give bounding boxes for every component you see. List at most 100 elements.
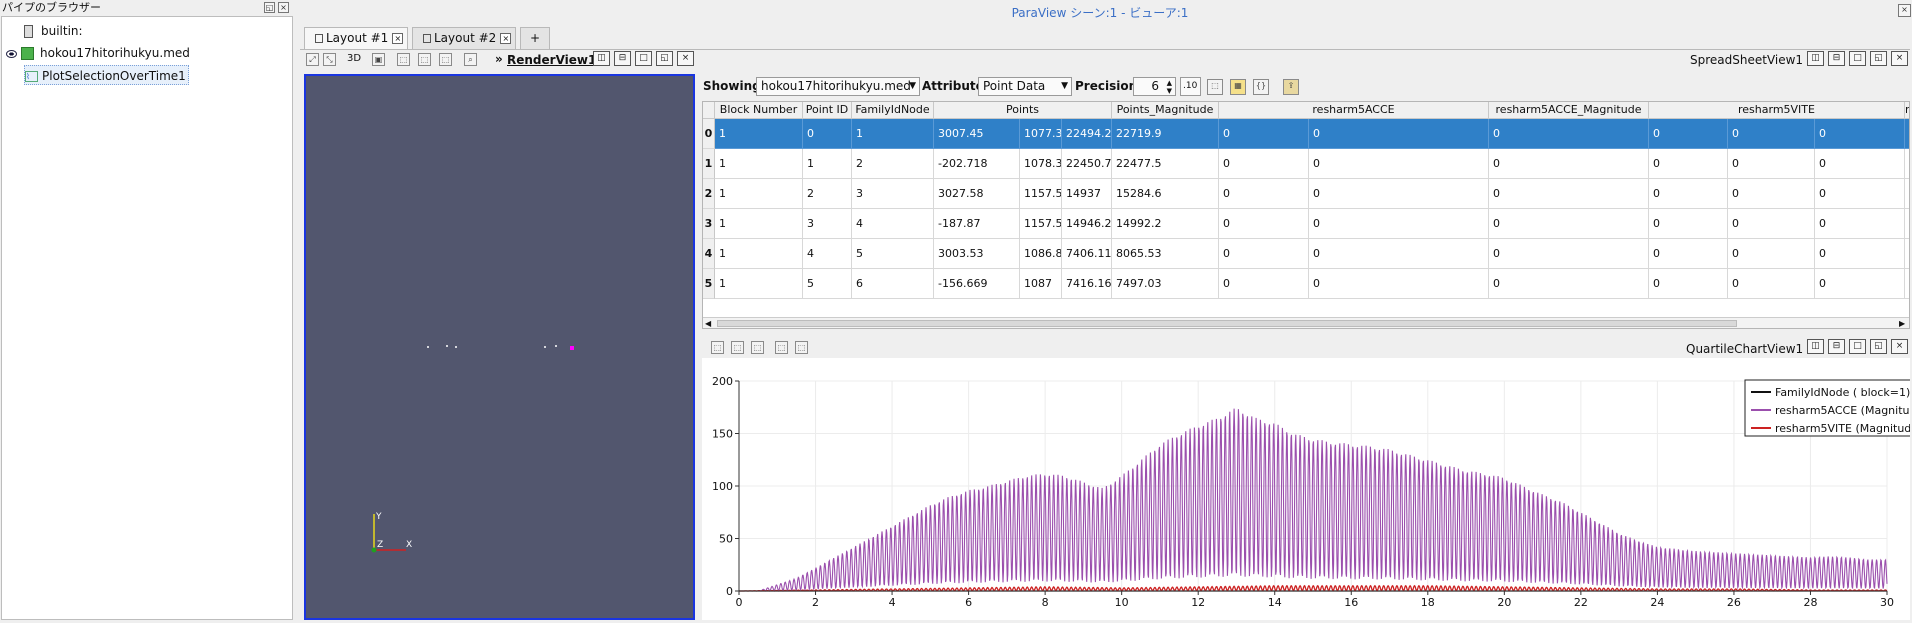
table-cell[interactable]: 0 — [1489, 179, 1649, 209]
close-view-button[interactable]: × — [1891, 339, 1908, 354]
table-cell[interactable]: 1077.39 — [1020, 119, 1062, 149]
table-cell[interactable]: 0 — [1309, 239, 1489, 269]
table-cell[interactable]: 2 — [852, 149, 934, 179]
tab-layout-2[interactable]: Layout #2 × — [412, 27, 516, 49]
window-close-icon[interactable]: × — [1898, 4, 1911, 17]
table-cell[interactable]: 3 — [803, 209, 852, 239]
column-header[interactable]: resharm5VITE — [1649, 102, 1905, 119]
table-cell[interactable]: 0 — [1649, 239, 1728, 269]
table-cell[interactable]: 1157.58 — [1020, 179, 1062, 209]
split-vertical-button[interactable]: ⊟ — [614, 51, 631, 66]
table-cell[interactable]: 3027.58 — [934, 179, 1020, 209]
table-cell[interactable]: 0 — [1219, 239, 1309, 269]
table-cell[interactable]: 3007.45 — [934, 119, 1020, 149]
close-view-button[interactable]: × — [1891, 51, 1908, 66]
close-view-button[interactable]: × — [677, 51, 694, 66]
scroll-left-icon[interactable]: ◀ — [705, 319, 712, 328]
cell-connectivity-icon[interactable]: {} — [1253, 79, 1269, 95]
pipeline-item-plot-selection[interactable]: ⌇ PlotSelectionOverTime1 — [24, 65, 189, 85]
table-cell[interactable]: 14946.2 — [1062, 209, 1112, 239]
select-points-icon[interactable]: ⬚ — [418, 53, 431, 66]
table-cell[interactable]: 0 — [1728, 119, 1815, 149]
column-header[interactable]: FamilyIdNode — [852, 102, 934, 119]
table-cell[interactable]: 0 — [1309, 149, 1489, 179]
selection-only-icon[interactable]: ⬚ — [1207, 79, 1223, 95]
select-cells-icon[interactable]: ⬚ — [397, 53, 410, 66]
table-cell[interactable]: 0 — [1219, 119, 1309, 149]
split-horizontal-button[interactable]: ◫ — [1807, 339, 1824, 354]
row-number[interactable]: 5 — [703, 269, 715, 299]
table-cell[interactable]: 0 — [1489, 149, 1649, 179]
table-cell[interactable]: 7406.11 — [1062, 239, 1112, 269]
toggle-3d-button[interactable]: 3D — [347, 53, 362, 64]
table-cell[interactable]: 22477.5 — [1112, 149, 1219, 179]
table-cell[interactable]: 0 — [1649, 119, 1728, 149]
toggle-selection-icon[interactable]: ⬚ — [775, 341, 788, 354]
table-cell[interactable]: 5 — [803, 269, 852, 299]
table-cell[interactable]: 3 — [852, 179, 934, 209]
float-panel-icon[interactable]: ◱ — [264, 2, 275, 13]
table-cell[interactable]: 4 — [852, 209, 934, 239]
toggle-columns-icon[interactable]: ▦ — [1230, 79, 1246, 95]
table-cell[interactable]: 2 — [803, 179, 852, 209]
table-cell[interactable]: 0 — [1309, 119, 1489, 149]
table-cell[interactable]: 0 — [1489, 239, 1649, 269]
column-header[interactable]: resharm5ACCE_Magnitude — [1489, 102, 1649, 119]
table-cell[interactable]: 0 — [1728, 209, 1815, 239]
precision-spinbox[interactable]: 6 ▲ ▼ — [1133, 77, 1176, 96]
table-cell[interactable]: 0 — [1219, 209, 1309, 239]
table-cell[interactable]: 1 — [715, 269, 803, 299]
maximize-view-button[interactable]: □ — [1849, 51, 1866, 66]
table-cell[interactable]: 0 — [1219, 179, 1309, 209]
table-cell[interactable]: -156.669 — [934, 269, 1020, 299]
table-cell[interactable]: 0 — [1649, 269, 1728, 299]
table-cell[interactable]: 0 — [1815, 209, 1905, 239]
scrollbar-thumb[interactable] — [717, 320, 1737, 327]
line-chart[interactable]: 0 2 4 6 8 10 12 14 16 18 20 22 24 26 28 30 0 50 100 150 200 … — [702, 358, 1912, 620]
spreadsheet-table[interactable]: Block Number Point ID FamilyIdNode Point… — [702, 101, 1910, 329]
export-icon[interactable]: ⇪ — [1283, 79, 1299, 95]
table-cell[interactable]: 22719.9 — [1112, 119, 1219, 149]
select-block-icon[interactable]: ⬚ — [439, 53, 452, 66]
table-cell[interactable]: 8065.53 — [1112, 239, 1219, 269]
table-cell[interactable]: 0 — [1489, 269, 1649, 299]
table-cell[interactable]: 1 — [715, 209, 803, 239]
table-cell[interactable]: 0 — [1489, 209, 1649, 239]
close-panel-icon[interactable]: × — [278, 2, 289, 13]
tab-layout-1[interactable]: Layout #1 × — [304, 27, 408, 50]
table-cell[interactable]: 0 — [1649, 149, 1728, 179]
table-cell[interactable]: -187.87 — [934, 209, 1020, 239]
column-header[interactable]: Point ID — [803, 102, 852, 119]
table-cell[interactable]: 0 — [1309, 209, 1489, 239]
pipeline-item-builtin[interactable]: builtin: — [24, 21, 83, 41]
stepper-icon[interactable]: ▲ ▼ — [1166, 79, 1172, 95]
column-header[interactable]: resharm5ACCE — [1219, 102, 1489, 119]
tab-close-icon[interactable]: × — [500, 33, 512, 44]
table-cell[interactable]: 0 — [1905, 179, 1909, 209]
table-cell[interactable]: 0 — [1815, 179, 1905, 209]
subtract-selection-icon[interactable]: ⬚ — [751, 341, 764, 354]
restore-view-button[interactable]: ◱ — [1870, 51, 1887, 66]
chart-canvas[interactable]: 0 2 4 6 8 10 12 14 16 18 20 22 24 26 28 30050100150200 … — [702, 358, 1912, 620]
column-header[interactable]: Points — [934, 102, 1112, 119]
add-selection-icon[interactable]: ⬚ — [731, 341, 744, 354]
table-cell[interactable]: 0 — [1728, 149, 1815, 179]
table-cell[interactable]: 7497.03 — [1112, 269, 1219, 299]
column-header[interactable]: Block Number — [715, 102, 803, 119]
column-header[interactable]: Points_Magnitude — [1112, 102, 1219, 119]
chart-legend[interactable]: FamilyIdNode ( block=1) resharm5ACCE (Mag… — [1744, 379, 1912, 437]
table-cell[interactable]: 0 — [1309, 269, 1489, 299]
table-cell[interactable]: 0 — [1815, 119, 1905, 149]
table-cell[interactable]: 6 — [852, 269, 934, 299]
horizontal-scrollbar[interactable]: ◀ ▶ — [703, 317, 1909, 328]
table-cell[interactable]: 14937 — [1062, 179, 1112, 209]
row-number[interactable]: 2 — [703, 179, 715, 209]
tab-add[interactable]: + — [520, 27, 550, 49]
table-cell[interactable]: 0 — [1309, 179, 1489, 209]
clear-selection-icon[interactable]: ⬚ — [795, 341, 808, 354]
pipeline-item-med-source[interactable]: hokou17hitorihukyu.med — [6, 43, 190, 63]
table-cell[interactable]: 0 — [1219, 269, 1309, 299]
table-cell[interactable]: 0 — [1905, 119, 1909, 149]
split-vertical-button[interactable]: ⊟ — [1828, 339, 1845, 354]
row-number[interactable]: 1 — [703, 149, 715, 179]
